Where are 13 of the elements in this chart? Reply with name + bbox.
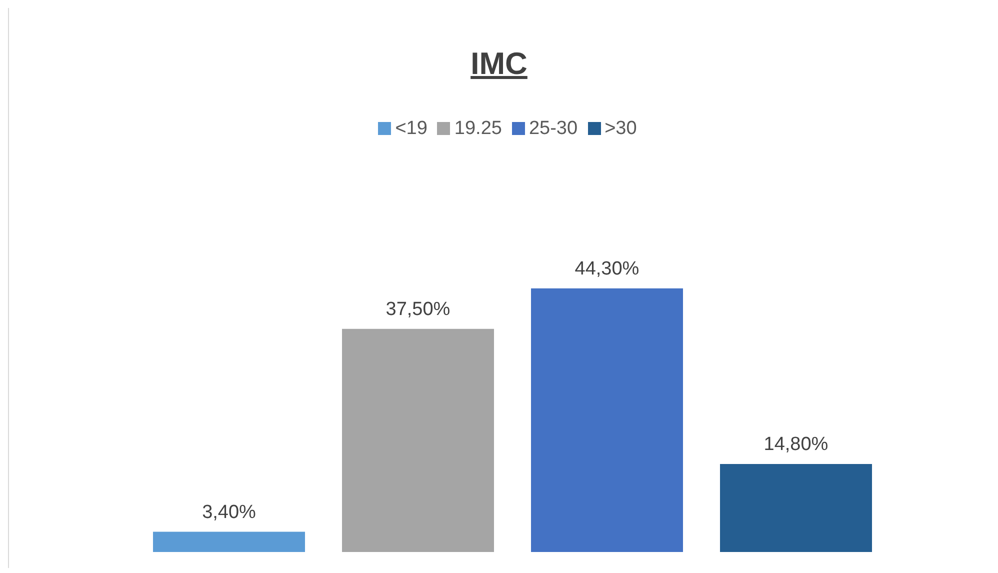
bar [720,464,872,552]
bar [342,328,494,552]
legend-label: <19 [395,118,428,139]
legend-label: 19.25 [454,118,502,139]
chart-title: IMC [470,46,528,82]
data-label: 44,30% [574,258,640,280]
data-label: 37,50% [386,298,450,320]
legend-label: 25-30 [528,118,578,139]
data-label: 14,80% [764,434,828,455]
bar [531,288,683,552]
bar [153,532,305,552]
legend-label: >30 [604,118,637,139]
data-label: 3,40% [202,502,256,523]
